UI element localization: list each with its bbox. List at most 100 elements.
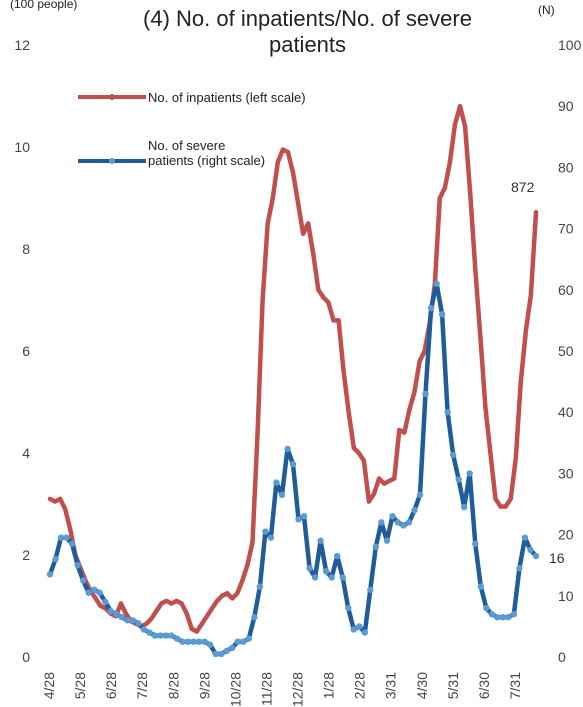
data-point	[96, 589, 103, 596]
data-point	[336, 318, 341, 323]
data-point	[235, 591, 240, 596]
data-point	[516, 565, 523, 572]
data-point	[278, 491, 286, 499]
data-point	[143, 621, 149, 627]
data-point	[113, 610, 120, 618]
legend-swatch-marker	[109, 158, 115, 164]
data-point	[521, 534, 529, 541]
data-point	[135, 620, 142, 627]
x-tick-label: 5/31	[445, 672, 461, 699]
data-point	[381, 481, 387, 486]
data-point	[427, 304, 435, 312]
data-point	[488, 610, 496, 618]
data-point	[444, 409, 451, 416]
data-point	[472, 540, 479, 547]
x-tick-label: 12/28	[290, 672, 306, 707]
y-right-tick-label: 70	[558, 221, 574, 237]
last-value-label-severe: 16	[549, 550, 565, 566]
data-point	[52, 555, 59, 563]
data-point	[498, 504, 503, 509]
data-point	[407, 407, 412, 412]
data-point	[356, 450, 362, 456]
data-point	[151, 632, 159, 639]
data-point	[140, 626, 148, 633]
data-point	[174, 598, 179, 604]
data-point	[179, 601, 184, 606]
data-point	[52, 499, 58, 504]
data-point	[455, 476, 462, 483]
data-point	[466, 470, 473, 477]
data-point	[240, 638, 247, 645]
data-point	[326, 300, 331, 305]
data-point	[262, 528, 269, 535]
data-point	[478, 333, 483, 338]
data-point	[265, 221, 270, 226]
data-point	[311, 574, 319, 581]
x-tick-label: 4/28	[41, 672, 57, 699]
data-point	[224, 591, 230, 596]
data-point	[317, 537, 324, 544]
x-tick-label: 3/31	[383, 672, 399, 699]
y-right-tick-label: 20	[558, 527, 574, 543]
x-tick-label: 6/30	[476, 672, 492, 699]
data-point	[273, 479, 280, 486]
y-right-tick-label: 30	[558, 465, 574, 481]
data-point	[123, 611, 129, 616]
data-point	[90, 586, 98, 593]
data-point	[378, 519, 385, 526]
data-point	[473, 267, 478, 272]
data-point	[68, 540, 76, 547]
y-right-tick-label: 90	[558, 98, 574, 114]
y-right-axis-ticks: 0 10 20 30 40 50 60 70 80 90 100	[558, 37, 582, 665]
x-tick-label: 2/28	[352, 672, 368, 699]
data-point	[305, 221, 311, 226]
data-point	[513, 455, 518, 461]
legend-swatch-marker	[109, 94, 115, 100]
data-point	[157, 632, 164, 639]
data-point	[98, 603, 103, 609]
data-point	[442, 185, 448, 190]
legend-label-severe: No. of severe patients (right scale)	[148, 138, 266, 168]
y-right-tick-label: 0	[558, 649, 566, 665]
data-point	[234, 638, 241, 645]
data-point	[416, 491, 424, 499]
data-point	[245, 563, 250, 568]
x-tick-label: 6/28	[103, 672, 119, 699]
data-point	[457, 104, 463, 109]
y-left-tick-label: 4	[22, 445, 30, 461]
data-point	[467, 190, 473, 196]
data-point	[411, 506, 418, 514]
data-point	[452, 121, 458, 127]
data-point	[285, 149, 291, 155]
y-left-tick-label: 0	[22, 649, 30, 665]
x-tick-label: 10/28	[227, 672, 243, 707]
data-point	[173, 635, 181, 642]
data-point	[437, 195, 443, 201]
data-point	[351, 445, 356, 451]
data-point	[527, 546, 534, 554]
y-right-tick-label: 100	[558, 37, 582, 53]
data-point	[386, 478, 392, 484]
data-point	[93, 596, 98, 601]
data-point	[256, 583, 264, 590]
data-point	[275, 160, 281, 165]
data-point	[333, 552, 341, 560]
data-point	[499, 614, 507, 621]
data-point	[194, 629, 200, 634]
data-point	[505, 614, 512, 621]
data-point	[204, 614, 210, 619]
data-point	[356, 623, 363, 630]
x-tick-label: 5/28	[72, 672, 88, 699]
data-point	[306, 565, 313, 572]
data-point	[57, 496, 63, 502]
y-left-tick-label: 10	[14, 139, 30, 155]
data-point	[397, 427, 402, 433]
data-point	[118, 614, 125, 621]
y-left-tick-label: 6	[22, 343, 30, 359]
last-value-label-inpatients: 872	[511, 179, 535, 195]
data-point	[447, 160, 453, 165]
y-right-tick-label: 50	[558, 343, 574, 359]
series-line-severe	[47, 281, 539, 657]
data-point	[376, 476, 382, 481]
